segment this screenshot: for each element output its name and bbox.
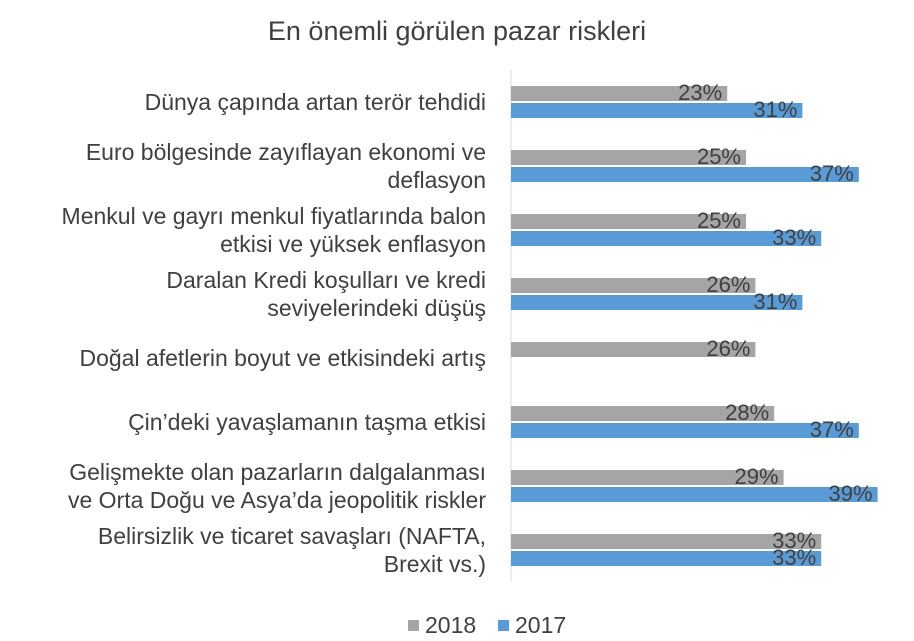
data-label: 31% (753, 97, 797, 122)
bar-2017 (511, 487, 878, 502)
category-label-line: deflasyon (388, 167, 486, 193)
category-label: Euro bölgesinde zayıflayan ekonomi ve def… (86, 139, 486, 193)
bar-2018 (511, 406, 775, 421)
chart-title: En önemli görülen pazar riskleri (268, 16, 646, 46)
bar-2017 (511, 295, 803, 310)
legend-swatch-2018 (408, 620, 419, 631)
data-label: 25% (697, 208, 741, 233)
category-labels: Dünya çapında artan terör tehdidi Euro bö… (62, 89, 487, 577)
data-label: 37% (810, 417, 854, 442)
legend-swatch-2017 (498, 620, 509, 631)
data-label: 37% (810, 161, 854, 186)
category-label-line: seviyelerindeki düşüş (267, 295, 486, 321)
bar-2018 (511, 342, 756, 357)
category-label: Çin’deki yavaşlamanın taşma etkisi (128, 409, 486, 435)
data-label: 33% (772, 225, 816, 250)
category-label-line: Belirsizlik ve ticaret savaşları (NAFTA, (98, 523, 486, 549)
data-labels: 23%31%25%37%25%33%26%31%26%28%37%29%39%3… (678, 80, 872, 570)
bar-2017 (511, 103, 803, 118)
data-label: 31% (753, 289, 797, 314)
category-label-line: Çin’deki yavaşlamanın taşma etkisi (128, 409, 486, 435)
data-label: 26% (706, 272, 750, 297)
category-label: Dünya çapında artan terör tehdidi (145, 89, 486, 115)
category-label-line: etkisi ve yüksek enflasyon (220, 231, 486, 257)
data-label: 29% (735, 464, 779, 489)
bar-2017 (511, 551, 822, 566)
bar-2018 (511, 278, 756, 293)
category-label-line: Euro bölgesinde zayıflayan ekonomi ve (86, 139, 486, 165)
data-label: 26% (706, 336, 750, 361)
bar-2018 (511, 86, 728, 101)
bar-2017 (511, 231, 822, 246)
category-label: Menkul ve gayrı menkul fiyatlarında balo… (62, 203, 486, 257)
category-label-line: Brexit vs.) (384, 551, 486, 577)
legend: 2018 2017 (408, 612, 566, 638)
category-label-line: Doğal afetlerin boyut ve etkisindeki art… (79, 345, 486, 371)
bar-2018 (511, 470, 784, 485)
category-label: Daralan Kredi koşulları ve kredi seviyele… (166, 267, 486, 321)
data-label: 33% (772, 545, 816, 570)
category-label-line: Dünya çapında artan terör tehdidi (145, 89, 486, 115)
bar-2017 (511, 167, 859, 182)
legend-label-2018: 2018 (425, 612, 476, 638)
category-label: Gelişmekte olan pazarların dalgalanması v… (68, 459, 486, 513)
category-label-line: Daralan Kredi koşulları ve kredi (166, 267, 486, 293)
data-label: 33% (772, 528, 816, 553)
category-label-line: Menkul ve gayrı menkul fiyatlarında balo… (62, 203, 486, 229)
bar-2018 (511, 150, 746, 165)
category-label-line: ve Orta Doğu ve Asya’da jeopolitik riskl… (68, 487, 486, 513)
data-label: 25% (697, 144, 741, 169)
category-label-line: Gelişmekte olan pazarların dalgalanması (69, 459, 486, 485)
data-label: 23% (678, 80, 722, 105)
category-label: Doğal afetlerin boyut ve etkisindeki art… (79, 345, 486, 371)
bar-2017 (511, 423, 859, 438)
data-label: 28% (725, 400, 769, 425)
legend-label-2017: 2017 (515, 612, 566, 638)
bar-2018 (511, 214, 746, 229)
category-label: Belirsizlik ve ticaret savaşları (NAFTA,… (98, 523, 486, 577)
bar-series (511, 86, 878, 566)
data-label: 39% (829, 481, 873, 506)
bar-2018 (511, 534, 822, 549)
